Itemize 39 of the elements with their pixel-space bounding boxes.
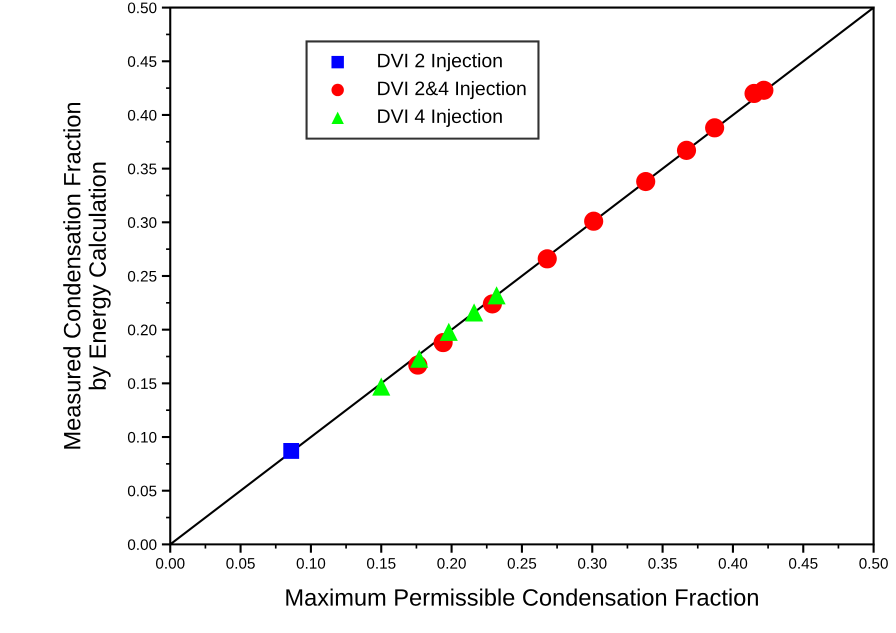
legend-label: DVI 2&4 Injection [378,80,526,100]
legend-label: DVI 2 Injection [378,53,502,72]
point [488,286,506,304]
point [440,322,458,341]
legend-label: DVI 4 Injection [378,108,502,127]
x-tick-label: 0.50 [859,558,888,569]
x-tick-label: 0.35 [648,558,677,569]
y-tick-label: 0.20 [128,324,156,336]
y-tick-label: 0.10 [128,432,156,443]
x-tick-label: 0.45 [788,558,818,569]
x-tick-label: 0.30 [578,558,607,569]
x-tick-label: 0.25 [508,558,536,569]
point [538,249,557,268]
y-tick-label: 0.25 [128,270,156,282]
x-tick-label: 0.15 [366,558,396,569]
x-tick-label: 0.00 [156,558,185,569]
x-tick-label: 0.10 [296,558,326,569]
y-axis-title: Measured Condensation Fraction by Energy Calculation [63,102,111,449]
point [372,378,390,396]
point [410,350,428,368]
y-tick-label: 0.40 [128,110,156,121]
x-tick-label: 0.05 [226,558,255,569]
x-tick-label: 0.40 [718,558,748,569]
y-tick-label: 0.00 [128,539,156,550]
y-tick-label: 0.05 [128,486,156,496]
point [283,443,300,459]
point [636,172,656,192]
y-tick-label: 0.50 [128,2,156,14]
x-tick-label: 0.20 [437,558,466,569]
y-tick-label: 0.30 [128,217,156,228]
y-tick-label: 0.15 [128,378,156,390]
y-tick-label: 0.45 [128,56,156,67]
point [584,212,604,231]
x-axis-title: Maximum Permissible Condensation Fraction [286,588,758,606]
point [705,118,724,138]
y-tick-label: 0.35 [128,164,156,174]
point [754,80,774,100]
point [465,303,484,322]
point [676,140,696,160]
